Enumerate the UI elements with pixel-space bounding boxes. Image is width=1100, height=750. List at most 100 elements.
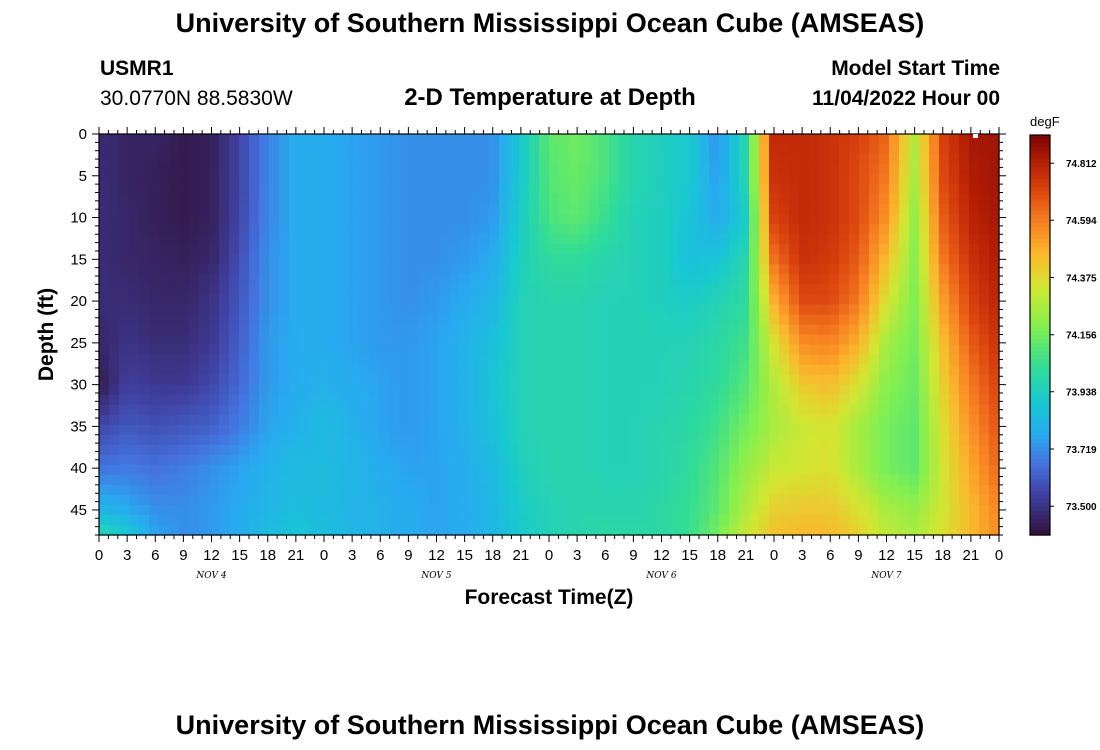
heatmap-cell [279,384,290,396]
heatmap-cell [189,324,200,336]
heatmap-cell [739,314,750,326]
heatmap-cell [719,514,730,526]
heatmap-cell [219,164,230,175]
heatmap-cell [959,484,970,496]
heatmap-cell [629,444,640,456]
heatmap-cell [609,224,620,235]
heatmap-cell [119,204,130,215]
heatmap-cell [409,454,420,466]
heatmap-cell [209,184,220,195]
heatmap-cell [759,344,770,356]
heatmap-cell [969,344,980,356]
heatmap-cell [469,394,480,406]
heatmap-cell [929,494,940,506]
heatmap-cell [429,224,440,235]
colorbar-segment [1030,147,1050,152]
heatmap-cell [129,404,140,416]
heatmap-cell [479,244,490,255]
heatmap-cell [119,194,130,205]
heatmap-cell [129,424,140,436]
heatmap-cell [369,154,380,165]
heatmap-cell [949,154,960,165]
heatmap-cell [389,344,400,356]
heatmap-cell [199,254,210,265]
heatmap-cell [579,494,590,506]
heatmap-cell [839,394,850,406]
heatmap-cell [439,324,450,336]
heatmap-cell [539,294,550,306]
heatmap-cell [239,254,250,265]
heatmap-cell [119,484,130,496]
heatmap-cell [509,364,520,376]
heatmap-cell [819,274,830,285]
heatmap-cell [559,444,570,456]
colorbar [1030,135,1050,536]
heatmap-cell [649,464,660,476]
heatmap-cell [559,354,570,366]
heatmap-cell [519,404,530,416]
heatmap-cell [249,234,260,245]
heatmap-cell [859,434,870,446]
heatmap-cell [569,274,580,285]
heatmap-cell [119,314,130,326]
heatmap-cell [349,484,360,496]
heatmap-cell [359,394,370,406]
heatmap-cell [909,284,920,296]
heatmap-cell [759,384,770,396]
heatmap-cell [159,494,170,506]
heatmap-cell [499,494,510,506]
heatmap-cell [909,514,920,526]
heatmap-cell [99,294,110,306]
heatmap-cell [519,144,530,155]
heatmap-cell [929,414,940,426]
heatmap-cell [599,224,610,235]
heatmap-cell [459,204,470,215]
heatmap-cell [519,354,530,366]
heatmap-cell [779,334,790,346]
heatmap-cell [799,434,810,446]
heatmap-cell [379,284,390,296]
heatmap-cell [459,504,470,516]
heatmap-cell [519,224,530,235]
heatmap-cell [889,354,900,366]
heatmap-cell [459,494,470,506]
heatmap-cell [139,304,150,316]
heatmap-cell [299,374,310,386]
heatmap-cell [239,484,250,496]
heatmap-cell [909,504,920,516]
heatmap-cell [469,274,480,285]
heatmap-cell [949,254,960,265]
heatmap-cell [329,474,340,486]
heatmap-cell [779,494,790,506]
heatmap-cell [799,394,810,406]
heatmap-cell [319,424,330,436]
footer-title: University of Southern Mississippi Ocean… [175,710,925,740]
heatmap-cell [309,394,320,406]
heatmap-cell [379,254,390,265]
heatmap-cell [399,304,410,316]
heatmap-cell [889,344,900,356]
heatmap-cell [179,404,190,416]
heatmap-cell [519,154,530,165]
heatmap-cell [249,334,260,346]
heatmap-cell [99,164,110,175]
heatmap-cell [839,154,850,165]
heatmap-cell [809,224,820,235]
heatmap-cell [399,154,410,165]
heatmap-cell [859,404,870,416]
heatmap-cell [609,494,620,506]
heatmap-cell [189,164,200,175]
heatmap-cell [959,514,970,526]
heatmap-cell [209,484,220,496]
heatmap-cell [959,324,970,336]
heatmap-cell [549,204,560,215]
heatmap-cell [869,184,880,195]
heatmap-cell [569,434,580,446]
heatmap-cell [839,194,850,205]
heatmap-cell [879,284,890,296]
heatmap-cell [829,524,840,536]
heatmap-cell [289,464,300,476]
heatmap-cell [699,484,710,496]
heatmap-cell [429,514,440,526]
heatmap-cell [189,474,200,486]
